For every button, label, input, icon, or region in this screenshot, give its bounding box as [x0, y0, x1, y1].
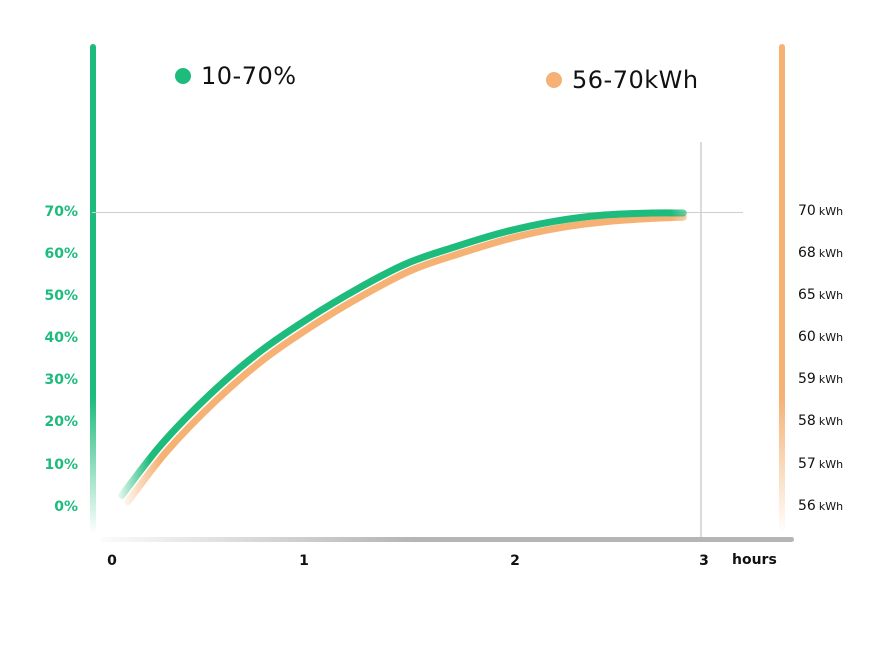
y2-tick-label: 57 kWh	[798, 456, 843, 472]
y2-tick-value: 56	[798, 498, 816, 514]
y2-tick-value: 68	[798, 245, 816, 261]
energy-curve	[124, 213, 687, 506]
legend-label-percent: 10-70%	[201, 62, 297, 90]
legend-item-energy: 56-70kWh	[546, 66, 699, 94]
orange-dot-icon	[546, 72, 562, 88]
y-tick-label: 30%	[44, 372, 78, 388]
x-tick-label: 0	[107, 553, 117, 569]
legend-item-percent: 10-70%	[175, 62, 297, 90]
y2-tick-value: 60	[798, 329, 816, 345]
y-tick-label: 20%	[44, 414, 78, 430]
y2-tick-unit: kWh	[818, 373, 844, 386]
x-tick-label: 1	[299, 553, 309, 569]
y2-tick-unit: kWh	[818, 289, 844, 302]
y2-tick-unit: kWh	[818, 247, 844, 260]
y2-tick-label: 60 kWh	[798, 329, 843, 345]
y-tick-label: 60%	[44, 246, 78, 262]
y2-tick-value: 59	[798, 371, 816, 387]
y2-tick-value: 65	[798, 287, 816, 303]
y2-tick-label: 68 kWh	[798, 245, 843, 261]
left-axis-bar	[90, 44, 96, 534]
y-tick-label: 40%	[44, 330, 78, 346]
y2-tick-value: 70	[798, 203, 816, 219]
x-axis-bar	[100, 537, 794, 542]
x-tick-label: 3	[699, 553, 709, 569]
x-tick-label: 2	[510, 553, 520, 569]
y2-tick-label: 59 kWh	[798, 371, 843, 387]
legend-label-energy: 56-70kWh	[572, 66, 699, 94]
y-tick-label: 10%	[44, 457, 78, 473]
y-tick-label: 70%	[44, 204, 78, 220]
y2-tick-value: 57	[798, 456, 816, 472]
y2-tick-unit: kWh	[818, 458, 844, 471]
y2-tick-label: 70 kWh	[798, 203, 843, 219]
y2-tick-unit: kWh	[818, 331, 844, 344]
y2-tick-label: 65 kWh	[798, 287, 843, 303]
y2-tick-value: 58	[798, 413, 816, 429]
y2-tick-unit: kWh	[818, 205, 844, 218]
y-tick-label: 50%	[44, 288, 78, 304]
x-axis-title: hours	[732, 552, 777, 568]
green-dot-icon	[175, 68, 191, 84]
percent-curve	[118, 209, 687, 499]
y2-tick-unit: kWh	[818, 500, 844, 513]
y2-tick-label: 56 kWh	[798, 498, 843, 514]
y2-tick-unit: kWh	[818, 415, 844, 428]
right-axis-bar	[779, 44, 785, 534]
y-tick-label: 0%	[54, 499, 78, 515]
y2-tick-label: 58 kWh	[798, 413, 843, 429]
